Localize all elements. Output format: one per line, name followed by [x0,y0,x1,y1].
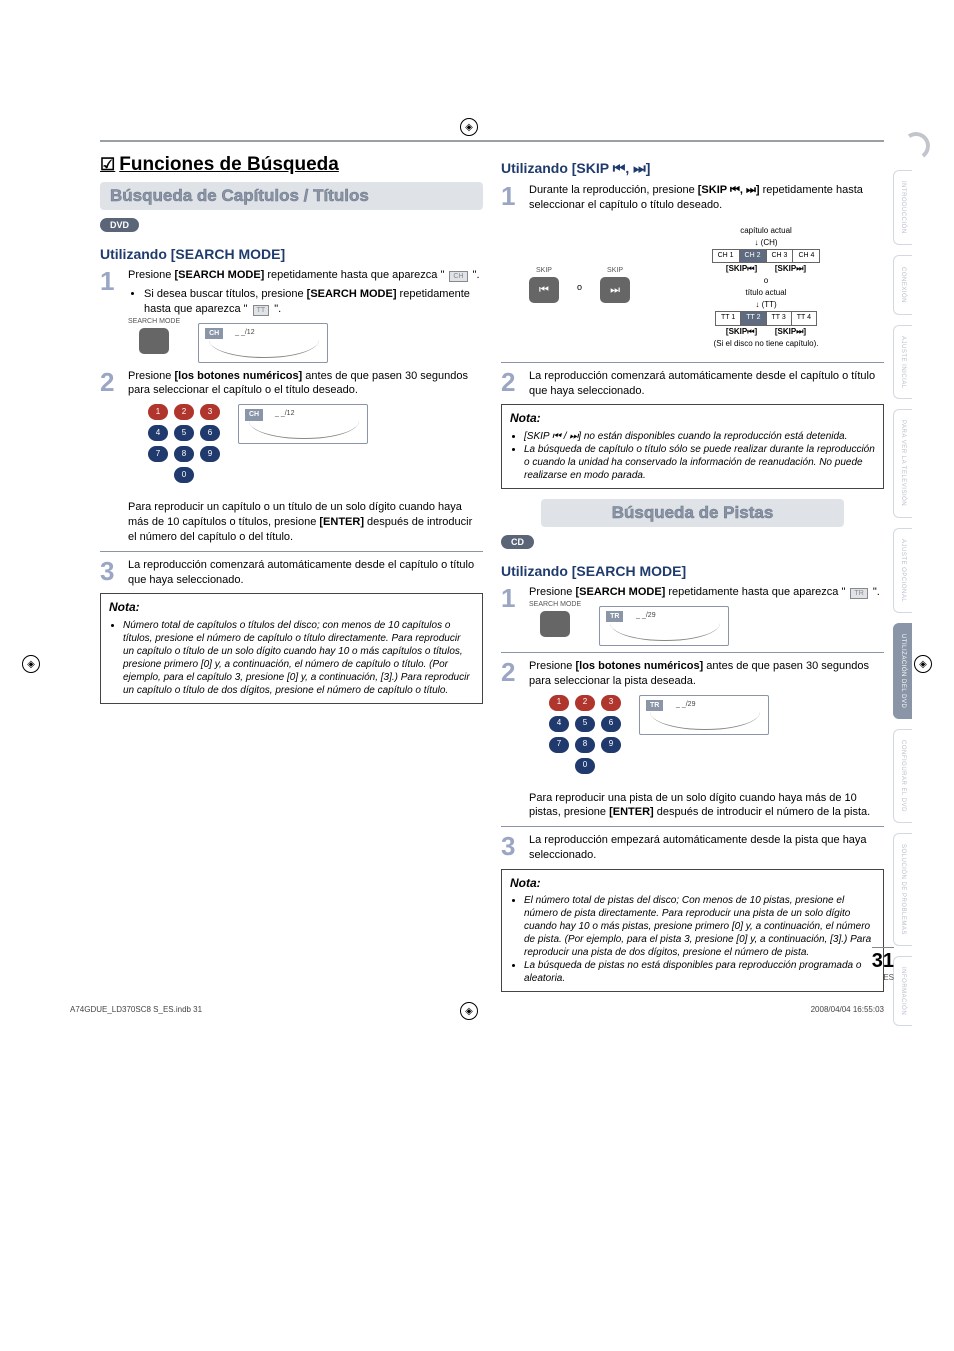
step-number: 3 [501,833,525,859]
osd-display-ch2: CH _ _/12 [238,404,368,444]
page-number: 31 [872,947,894,973]
key-2: 2 [575,695,595,711]
banner-chapters: Búsqueda de Capítulos / Títulos [100,182,483,210]
tag-dvd: DVD [100,218,139,232]
key-5: 5 [575,716,595,732]
key-1: 1 [148,404,168,420]
left-column: ☑Funciones de Búsqueda Búsqueda de Capít… [100,154,483,1002]
key-9: 9 [200,446,220,462]
right-search-step-3: 3 La reproducción empezará automáticamen… [501,833,884,863]
mini-tag-tr: TR [850,588,867,599]
side-tab-info[interactable]: INFORMACIÓN [893,956,912,1026]
main-title: ☑Funciones de Búsqueda [100,154,483,176]
key-5: 5 [174,425,194,441]
mini-tag-tt: TT [253,305,270,316]
key-1: 1 [549,695,569,711]
page-number-block: 31 ES [872,947,894,982]
nota-tracks: Nota: El número total de pistas del disc… [501,869,884,993]
right-search-step-1: 1 Presione [SEARCH MODE] repetidamente h… [501,585,884,646]
footer: A74GDUE_LD370SC8 S_ES.indb 31 2008/04/04… [70,1005,884,1014]
mini-tag-ch: CH [449,271,467,282]
key-6: 6 [601,716,621,732]
skip-prev-icon [529,277,559,303]
search-mode-btn-label: SEARCH MODE [128,317,180,326]
banner-tracks: Búsqueda de Pistas [541,499,844,527]
key-8: 8 [174,446,194,462]
step-number: 1 [501,183,525,209]
right-search-step-2: 2 Presione [los botones numéricos] antes… [501,659,884,820]
top-rule [100,140,884,142]
page: ☑Funciones de Búsqueda Búsqueda de Capít… [0,0,954,1062]
key-0: 0 [575,758,595,774]
tag-cd: CD [501,535,534,549]
side-tab-ajuste-inicial[interactable]: AJUSTE INICIAL [893,325,912,400]
key-0: 0 [174,467,194,483]
right-skip-step-1: 1 Durante la reproducción, presione [SKI… [501,183,884,356]
key-6: 6 [200,425,220,441]
osd-display-tr2: TR _ _/29 [639,695,769,735]
nota-skip: Nota: [SKIP ⏮ / ⏭] no están disponibles … [501,404,884,489]
check-icon: ☑ [100,155,115,174]
side-tab-dvd-use[interactable]: UTILIZACIÓN DEL DVD [893,623,912,719]
step-number: 3 [100,558,124,584]
subtitle-search-mode-left: Utilizando [SEARCH MODE] [100,246,483,262]
side-tab-ajuste-opcional[interactable]: AJUSTE OPCIONAL [893,528,912,613]
right-column: Utilizando [SKIP ⏮, ⏭] 1 Durante la repr… [501,154,884,1002]
left-step-2: 2 Presione [los botones numéricos] antes… [100,369,483,545]
key-3: 3 [601,695,621,711]
left-step-3: 3 La reproducción comenzará automáticame… [100,558,483,588]
step-number: 1 [100,268,124,294]
key-7: 7 [148,446,168,462]
side-tab-tv[interactable]: PARA VER LA TELEVISIÓN [893,409,912,517]
skip-diagram: capítulo actual ↓ (CH) CH 1 CH 2 CH 3 CH… [648,225,884,350]
key-8: 8 [575,737,595,753]
osd-display-tr1: TR _ _/29 [599,606,729,646]
subtitle-search-mode-right: Utilizando [SEARCH MODE] [501,563,884,579]
step-number: 1 [501,585,525,611]
step-number: 2 [501,369,525,395]
skip-next-icon [600,277,630,303]
step-number: 2 [100,369,124,395]
side-tab-intro[interactable]: INTRODUCCIÓN [893,170,912,245]
sidebar-tabs: INTRODUCCIÓN CONEXIÓN AJUSTE INICIAL PAR… [893,170,912,1026]
step-number: 2 [501,659,525,685]
side-tab-dvd-config[interactable]: CONFIGURAR EL DVD [893,729,912,823]
keypad-left: 1 2 3 4 5 6 7 8 [148,404,220,488]
keypad-right: 1 2 3 4 5 6 7 8 [549,695,621,779]
left-step-1: 1 Presione [SEARCH MODE] repetidamente h… [100,268,483,363]
key-2: 2 [174,404,194,420]
side-tab-troubleshoot[interactable]: SOLUCIÓN DE PROBLEMAS [893,833,912,946]
side-tab-conexion[interactable]: CONEXIÓN [893,255,912,315]
footer-left: A74GDUE_LD370SC8 S_ES.indb 31 [70,1005,202,1014]
lang-code: ES [872,973,894,982]
right-skip-step-2: 2 La reproducción comenzará automáticame… [501,369,884,399]
key-4: 4 [148,425,168,441]
nota-left: Nota: Número total de capítulos o título… [100,593,483,704]
search-mode-button-icon [540,611,570,637]
search-mode-button-icon [139,328,169,354]
key-3: 3 [200,404,220,420]
subtitle-skip: Utilizando [SKIP ⏮, ⏭] [501,160,884,177]
key-4: 4 [549,716,569,732]
footer-right: 2008/04/04 16:55:03 [811,1005,884,1014]
key-9: 9 [601,737,621,753]
osd-display-ch1: CH _ _/12 [198,323,328,363]
key-7: 7 [549,737,569,753]
